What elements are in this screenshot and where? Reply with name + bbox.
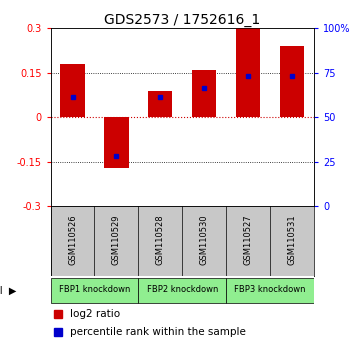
Bar [226,278,314,303]
Text: GSM110526: GSM110526 [68,215,77,265]
Bar [192,70,216,117]
Text: GSM110529: GSM110529 [112,215,121,265]
Text: log2 ratio: log2 ratio [70,309,121,319]
Text: FBP2 knockdown: FBP2 knockdown [147,285,218,295]
Bar [60,64,84,117]
Text: FBP1 knockdown: FBP1 knockdown [59,285,130,295]
Title: GDS2573 / 1752616_1: GDS2573 / 1752616_1 [104,13,260,27]
Text: GSM110527: GSM110527 [244,215,253,265]
Bar [148,91,173,117]
Text: percentile rank within the sample: percentile rank within the sample [70,327,246,337]
Bar [51,278,138,303]
Text: GSM110531: GSM110531 [288,215,297,265]
Text: GSM110528: GSM110528 [156,215,165,265]
Text: protocol  ▶: protocol ▶ [0,286,16,296]
Bar [280,46,304,117]
Text: GSM110530: GSM110530 [200,215,209,265]
Bar [138,278,226,303]
Bar [104,117,129,168]
Bar [236,28,260,117]
Text: FBP3 knockdown: FBP3 knockdown [234,285,306,295]
